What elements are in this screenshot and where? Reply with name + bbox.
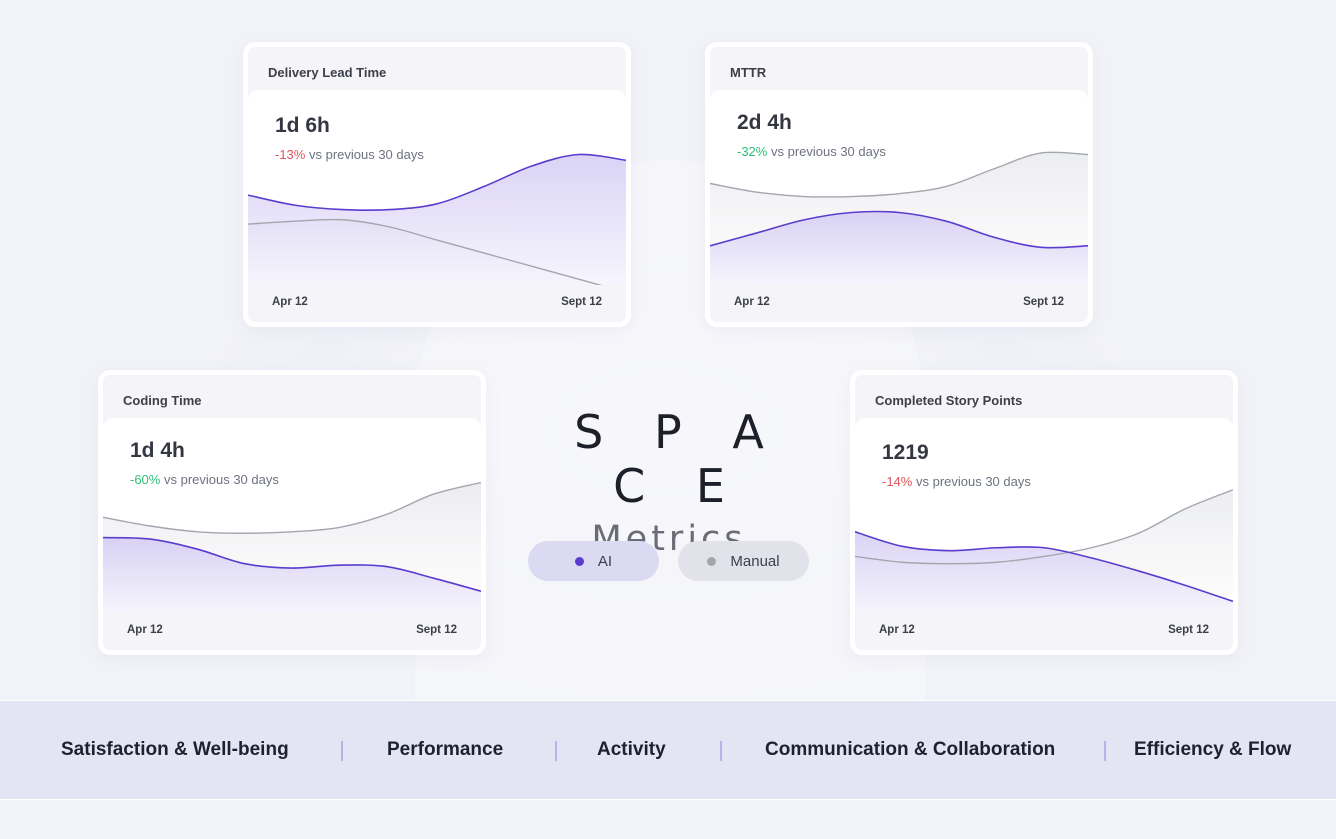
dimension-performance[interactable]: Performance	[387, 739, 504, 760]
ai-series-area	[103, 537, 481, 613]
card-title: Coding Time	[123, 393, 202, 408]
separator	[341, 741, 343, 761]
space-dimensions-bar: Satisfaction & Well-being Performance Ac…	[0, 700, 1336, 800]
area-chart	[103, 481, 481, 613]
x-axis-end-label: Sept 12	[1023, 296, 1064, 308]
metric-card-coding-time[interactable]: Coding Time 1d 4h -60% vs previous 30 da…	[98, 370, 486, 655]
card-title: Delivery Lead Time	[268, 65, 387, 80]
ai-series-area	[248, 154, 626, 285]
delta-suffix: vs previous 30 days	[767, 144, 886, 159]
x-axis-end-label: Sept 12	[561, 296, 602, 308]
space-title-block: S P A C E Metrics	[528, 405, 810, 559]
ai-dot-icon	[574, 556, 584, 566]
ai-toggle-button[interactable]: AI	[528, 541, 659, 581]
delta-percent: -32%	[737, 144, 768, 159]
dimension-activity[interactable]: Activity	[597, 739, 666, 760]
ai-series-line	[248, 153, 626, 212]
ai-series-area	[710, 211, 1088, 285]
delta-percent: -14%	[882, 474, 913, 489]
delta-percent: -13%	[275, 147, 306, 162]
ai-series-area	[855, 531, 1233, 613]
metric-card-completed-story-points[interactable]: Completed Story Points 1219 -14% vs prev…	[850, 370, 1238, 655]
metric-card-delivery-lead-time[interactable]: Delivery Lead Time 1d 6h -13% vs previou…	[243, 42, 631, 327]
metric-delta: -14% vs previous 30 days	[882, 474, 1031, 489]
page-title: S P A C E	[574, 405, 782, 513]
x-axis-start-label: Apr 12	[734, 296, 770, 308]
metric-value: 1219	[882, 441, 929, 464]
ai-toggle-label: AI	[597, 552, 613, 570]
delta-percent: -60%	[130, 472, 161, 487]
manual-series-line	[248, 218, 603, 285]
manual-series-line	[855, 489, 1233, 565]
manual-series-line	[103, 481, 481, 534]
ai-series-line	[103, 536, 481, 593]
manual-series-line	[710, 151, 1088, 198]
dimension-satisfaction[interactable]: Satisfaction & Well-being	[61, 739, 289, 760]
manual-dot-icon	[707, 556, 717, 566]
area-chart	[710, 151, 1088, 285]
dimension-communication[interactable]: Communication & Collaboration	[765, 739, 1056, 760]
ai-series-line	[855, 531, 1233, 603]
delta-suffix: vs previous 30 days	[305, 147, 424, 162]
ai-series-line	[710, 210, 1088, 249]
x-axis-start-label: Apr 12	[272, 296, 308, 308]
separator	[1104, 741, 1106, 761]
metric-delta: -60% vs previous 30 days	[130, 472, 279, 487]
metric-delta: -32% vs previous 30 days	[737, 144, 886, 159]
dimension-efficiency[interactable]: Efficiency & Flow	[1134, 739, 1292, 760]
card-title: Completed Story Points	[875, 393, 1023, 408]
area-chart	[855, 489, 1233, 613]
delta-suffix: vs previous 30 days	[160, 472, 279, 487]
metric-card-mttr[interactable]: MTTR 2d 4h -32% vs previous 30 days Apr …	[705, 42, 1093, 327]
card-title: MTTR	[730, 65, 767, 80]
metric-value: 1d 6h	[275, 114, 330, 137]
metric-value: 2d 4h	[737, 111, 792, 134]
x-axis-start-label: Apr 12	[127, 624, 163, 636]
separator	[555, 741, 557, 761]
delta-suffix: vs previous 30 days	[912, 474, 1031, 489]
area-chart	[248, 153, 626, 285]
x-axis-end-label: Sept 12	[416, 624, 457, 636]
separator	[720, 741, 722, 761]
manual-toggle-button[interactable]: Manual	[678, 541, 809, 581]
manual-toggle-label: Manual	[730, 552, 780, 570]
x-axis-start-label: Apr 12	[879, 624, 915, 636]
metric-delta: -13% vs previous 30 days	[275, 147, 424, 162]
x-axis-end-label: Sept 12	[1168, 624, 1209, 636]
metric-value: 1d 4h	[130, 439, 185, 462]
